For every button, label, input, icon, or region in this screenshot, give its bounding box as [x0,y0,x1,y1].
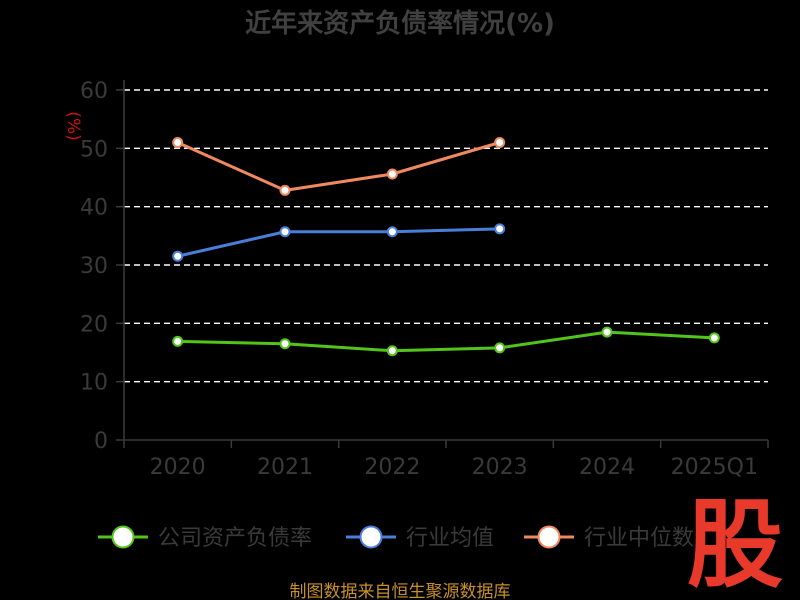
series-line [177,141,501,192]
data-point [279,184,291,196]
data-point [172,250,184,262]
legend: 公司资产负债率 行业均值 行业中位数 [98,525,694,551]
legend-marker [359,525,383,549]
x-tick-label: 2022 [364,455,420,480]
y-tick-label: 0 [94,429,108,454]
y-tick-label: 60 [80,79,108,104]
logo: 股 [687,489,783,600]
legend-label: 行业中位数 [584,526,694,551]
data-point [279,226,291,238]
series-group [172,137,720,357]
data-point [386,345,398,357]
data-point [494,223,506,235]
x-tick-label: 2025Q1 [671,455,758,480]
y-tick-label: 40 [80,196,108,221]
data-point [494,137,506,148]
x-tick-label: 2024 [579,455,635,480]
y-tick-label: 30 [80,254,108,279]
x-axis-ticks: 2020 2021 2022 2023 2024 2025Q1 [150,455,758,480]
legend-marker [111,525,135,549]
x-tick-label: 2021 [257,455,313,480]
y-tick-label: 10 [80,371,108,396]
legend-marker [537,525,561,549]
gridlines [124,89,768,383]
data-point [172,137,184,148]
axes [116,80,769,448]
legend-label: 公司资产负债率 [158,526,312,551]
y-axis-label: (%) [63,111,83,140]
data-point [494,342,506,354]
y-tick-label: 20 [80,312,108,337]
source-note: 制图数据来自恒生聚源数据库 [290,582,511,600]
data-point [279,338,291,350]
y-tick-label: 50 [80,137,108,162]
y-axis-ticks: 0 10 20 30 40 50 60 [80,79,108,454]
data-point [386,226,398,238]
x-tick-label: 2020 [150,455,206,480]
data-point [386,168,398,180]
x-tick-label: 2023 [472,455,528,480]
data-point [708,332,720,344]
series-line [177,330,715,353]
data-point [601,326,613,338]
legend-label: 行业均值 [406,526,494,551]
series-line [177,227,500,258]
chart-title: 近年来资产负债率情况(%) [245,8,555,39]
data-point [172,335,184,347]
